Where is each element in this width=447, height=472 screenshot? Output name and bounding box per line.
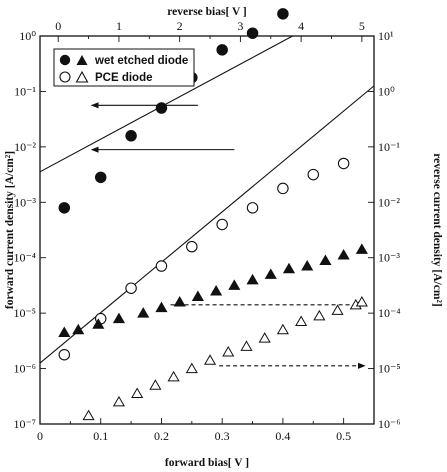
point-open-circle-5 [216,218,228,231]
point-open-circle-2 [125,282,137,294]
legend-label-wet-etched: wet etched diode [94,55,188,67]
legend-entry-pce: PCE diode [59,70,153,84]
point-filled-circle-0 [58,202,71,214]
y-left-axis-label: forward current density [A/cm²] [4,151,16,309]
axis-ticks [39,35,374,425]
legend-entry-wet-etched: wet etched diode [59,54,188,67]
legend-open-circle-marker [59,71,71,83]
x-bottom-tick-label: 0 [37,429,43,443]
x-top-tick-label: 0 [55,19,61,33]
point-filled-triangle-13 [301,260,314,271]
point-open-triangle-8 [240,340,253,351]
y-right-tick-label: 10⁻² [378,195,400,209]
point-open-triangle-4 [167,370,180,382]
point-open-triangle-7 [222,345,235,357]
point-filled-triangle-16 [355,243,368,254]
point-open-triangle-0 [82,409,95,421]
data-points [58,8,368,421]
fit-line-0 [39,35,293,173]
point-open-triangle-3 [149,379,162,390]
legend-open-triangle-marker [75,70,89,83]
point-open-triangle-5 [185,362,198,374]
point-filled-triangle-7 [191,290,204,302]
point-open-triangle-13 [331,304,344,315]
point-filled-triangle-15 [337,248,350,260]
arrows [90,102,366,369]
point-open-triangle-2 [131,387,144,399]
point-filled-triangle-2 [92,318,105,329]
point-open-triangle-12 [313,309,326,321]
y-left-tick-label: 10⁻² [14,140,36,154]
point-filled-triangle-9 [228,279,241,290]
point-open-circle-8 [307,168,320,181]
y-left-tick-label: 10⁻³ [14,195,36,209]
point-filled-triangle-14 [319,254,332,265]
y-right-tick-label: 10⁻³ [378,251,400,265]
x-bottom-tick-label: 0.1 [93,429,108,443]
point-filled-triangle-8 [210,284,223,296]
point-filled-circle-7 [277,8,289,20]
y-right-tick-label: 10¹ [378,29,394,43]
y-right-axis-label: reverse current density [A/cm²] [431,153,443,306]
point-filled-circle-2 [125,130,137,142]
x-top-tick-label: 3 [237,19,243,33]
point-open-circle-4 [186,240,198,253]
y-right-tick-label: 10⁻⁴ [378,306,401,320]
x-top-tick-label: 5 [359,19,365,33]
legend-label-pce: PCE diode [95,72,153,84]
point-open-circle-9 [337,157,350,170]
legend-filled-triangle-marker [76,55,88,65]
point-filled-triangle-3 [112,312,126,324]
y-right-tick-label: 10⁻⁶ [378,417,401,431]
point-open-triangle-9 [258,332,271,343]
point-open-circle-7 [277,182,289,195]
point-filled-triangle-0 [58,326,71,338]
point-filled-triangle-5 [155,301,168,313]
legend-filled-circle-marker [59,54,71,66]
x-top-tick-label: 4 [298,19,304,33]
x-bottom-tick-label: 0.2 [154,429,169,443]
y-left-tick-label: 10⁻⁴ [13,251,36,265]
fit-line-1 [39,85,375,364]
point-filled-triangle-12 [282,262,296,274]
point-filled-triangle-10 [246,273,259,285]
point-open-circle-0 [58,348,71,361]
x-bottom-tick-label: 0.5 [336,429,351,443]
x-top-tick-label: 2 [177,19,183,33]
point-open-circle-6 [246,202,259,214]
plot-frame [39,35,375,425]
point-open-triangle-11 [295,315,308,326]
point-filled-triangle-6 [173,296,186,307]
x-bottom-tick-label: 0.4 [275,429,290,443]
y-left-tick-label: 10⁻¹ [14,84,36,98]
point-open-triangle-15 [355,296,368,307]
x-top-axis-label: reverse bias[ V ] [167,6,247,18]
point-open-triangle-10 [276,323,289,335]
x-bottom-axis-label: forward bias[ V ] [165,457,249,469]
point-filled-triangle-11 [264,268,277,279]
y-left-tick-label: 10⁻⁵ [13,306,36,320]
y-left-tick-label: 10⁻⁶ [13,362,36,376]
y-right-tick-label: 10⁻¹ [378,140,400,154]
y-right-tick-label: 10⁻⁵ [378,362,401,376]
y-left-tick-label: 10⁻⁷ [13,417,36,431]
point-filled-circle-1 [94,171,107,184]
x-bottom-tick-label: 0.3 [215,429,230,443]
x-top-tick-label: 1 [116,19,122,33]
point-open-circle-3 [155,260,168,272]
point-open-triangle-1 [112,395,126,407]
y-left-tick-label: 10⁰ [19,29,36,43]
point-open-triangle-6 [203,354,217,365]
point-filled-circle-6 [246,27,259,39]
legend: wet etched diode PCE diode [53,48,195,87]
axis-tick-labels: 0 0.1 0.2 0.3 0.4 0.5 0 1 2 3 4 5 10⁰ 10⁻¹ 10⁻² 10⁻³ 10⁻… [13,19,400,443]
point-filled-triangle-1 [72,323,85,335]
y-right-tick-label: 10⁰ [378,84,395,98]
point-filled-circle-5 [216,44,228,56]
point-filled-triangle-4 [137,307,150,318]
point-filled-circle-3 [155,102,168,114]
